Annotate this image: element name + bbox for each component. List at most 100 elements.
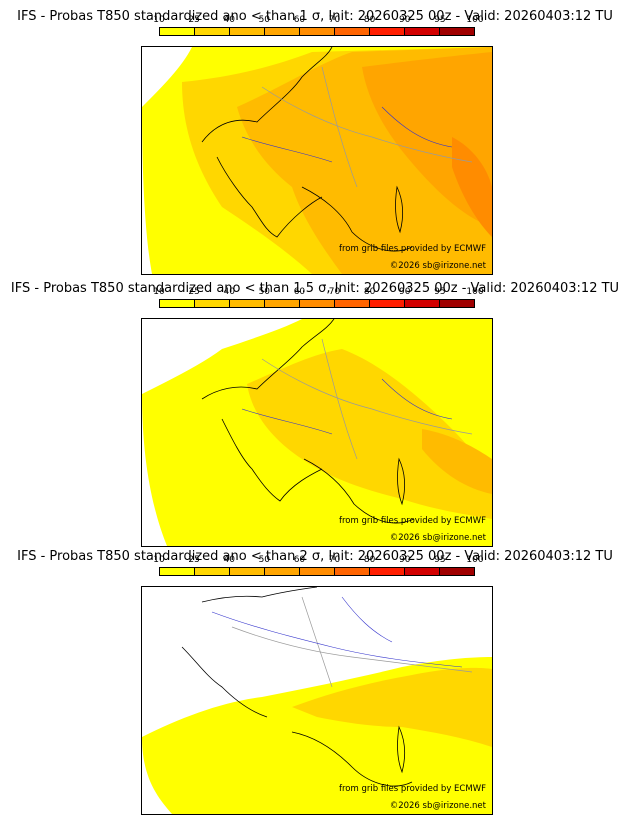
credit-source: from grib files provided by ECMWF: [339, 244, 486, 254]
coastline: [216, 156, 323, 238]
prob-area-60: [452, 137, 492, 237]
colorbar-segment: [335, 300, 370, 307]
colorbar-ticks: 10 25 40 50 60 70 80 90 95 100: [153, 15, 483, 27]
map-svg: [142, 587, 492, 814]
colorbar-segment: [265, 300, 300, 307]
tick-label: 40: [223, 15, 235, 25]
tick-label: 40: [223, 555, 235, 565]
coastline: [201, 319, 335, 400]
map-panel-3: IFS - Probas T850 standardized ano < tha…: [0, 544, 630, 820]
tick-label: 90: [399, 287, 411, 297]
colorbar-segment: [265, 568, 300, 575]
prob-area-40: [422, 429, 492, 494]
tick-label: 100: [466, 15, 484, 25]
river-line: [241, 136, 333, 163]
colorbar-segment: [230, 28, 265, 35]
panel-title: IFS - Probas T850 standardized ano < tha…: [10, 281, 620, 296]
map-panel-1: IFS - Probas T850 standardized ano < tha…: [0, 0, 630, 276]
border-line: [261, 358, 473, 435]
credit-copyright: ©2026 sb@irizone.net: [389, 533, 486, 543]
tick-label: 95: [434, 15, 446, 25]
tick-label: 25: [188, 555, 200, 565]
colorbar-segment: [230, 300, 265, 307]
border-line: [231, 626, 473, 673]
colorbar-segment: [335, 28, 370, 35]
colorbar-segment: [230, 568, 265, 575]
tick-label: 50: [258, 15, 271, 25]
map-svg: [142, 47, 492, 274]
border-line: [261, 86, 473, 163]
colorbar-segment: [405, 568, 440, 575]
tick-label: 80: [363, 15, 376, 25]
tick-label: 100: [466, 287, 484, 297]
tick-label: 100: [466, 555, 484, 565]
island-outline: [397, 457, 406, 506]
colorbar-segment: [440, 28, 474, 35]
tick-label: 10: [153, 287, 165, 297]
map-panel-2: IFS - Probas T850 standardized ano < tha…: [0, 272, 630, 548]
coastline: [201, 587, 318, 603]
tick-label: 25: [188, 287, 200, 297]
island-outline: [397, 725, 406, 774]
river-line: [341, 596, 393, 643]
colorbar-segment: [440, 300, 474, 307]
border-line: [321, 66, 358, 188]
island-outline: [395, 185, 404, 234]
colorbar-segment: [195, 28, 230, 35]
colorbar-ticks: 10 25 40 50 60 70 80 90 95 100: [153, 555, 483, 567]
tick-label: 50: [258, 287, 271, 297]
credit-source: from grib files provided by ECMWF: [339, 784, 486, 794]
colorbar-segment: [300, 568, 335, 575]
tick-label: 80: [363, 287, 376, 297]
panel-title: IFS - Probas T850 standardized ano < tha…: [17, 549, 613, 564]
colorbar-segment: [160, 28, 195, 35]
colorbar-segment: [440, 568, 474, 575]
prob-area-25: [247, 349, 492, 519]
tick-label: 70: [328, 287, 341, 297]
colorbar-segment: [160, 300, 195, 307]
tick-label: 60: [293, 555, 306, 565]
river-line: [381, 378, 453, 420]
tick-label: 40: [223, 287, 235, 297]
tick-label: 50: [258, 555, 271, 565]
tick-label: 25: [188, 15, 200, 25]
river-line: [241, 408, 333, 435]
coastline: [301, 186, 413, 252]
colorbar-segment: [335, 568, 370, 575]
colorbar-segment: [405, 28, 440, 35]
tick-label: 60: [293, 287, 306, 297]
border-line: [321, 338, 358, 460]
colorbar-segment: [405, 300, 440, 307]
tick-label: 70: [328, 555, 341, 565]
colorbar: [159, 27, 475, 36]
coastline: [291, 731, 413, 787]
tick-label: 95: [434, 287, 446, 297]
tick-label: 90: [399, 555, 411, 565]
border-line: [301, 596, 333, 688]
tick-label: 10: [153, 555, 165, 565]
credit-source: from grib files provided by ECMWF: [339, 516, 486, 526]
colorbar-segment: [195, 300, 230, 307]
colorbar-ticks: 10 25 40 50 60 70 80 90 95 100: [153, 287, 483, 299]
coastline: [303, 458, 415, 524]
tick-label: 60: [293, 15, 306, 25]
credit-copyright: ©2026 sb@irizone.net: [389, 261, 486, 271]
credit-copyright: ©2026 sb@irizone.net: [389, 801, 486, 811]
colorbar-segment: [160, 568, 195, 575]
coastline: [221, 418, 323, 502]
panel-title: IFS - Probas T850 standardized ano < tha…: [17, 9, 613, 24]
river-line: [211, 611, 463, 668]
colorbar-segment: [370, 300, 405, 307]
tick-label: 80: [363, 555, 376, 565]
colorbar: [159, 567, 475, 576]
river-line: [381, 106, 453, 148]
prob-area-25: [292, 667, 492, 747]
coastline: [201, 47, 333, 143]
colorbar-segment: [300, 28, 335, 35]
tick-label: 10: [153, 15, 165, 25]
colorbar-segment: [370, 568, 405, 575]
probability-map: from grib files provided by ECMWF ©2026 …: [141, 46, 493, 275]
coastline: [181, 646, 268, 718]
map-svg: [142, 319, 492, 546]
colorbar-segment: [265, 28, 300, 35]
